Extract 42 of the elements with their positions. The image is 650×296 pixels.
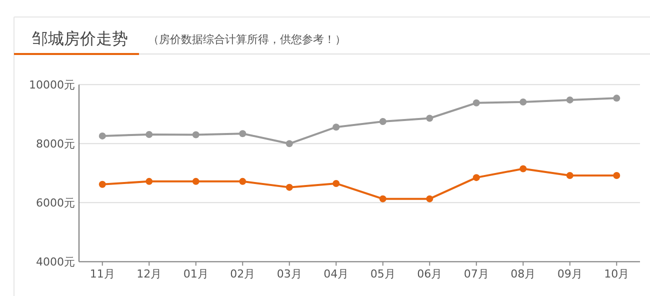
chart-title: 邹城房价走势: [32, 29, 128, 48]
point: [332, 180, 340, 187]
y-tick-label: 10000元: [29, 78, 75, 92]
y-tick-label: 6000元: [36, 196, 75, 210]
point: [472, 174, 480, 182]
x-tick-label: 06月: [417, 268, 442, 281]
point: [286, 140, 293, 148]
point: [332, 124, 340, 131]
x-tick-label: 07月: [464, 268, 489, 281]
point: [192, 131, 200, 138]
x-tick-label: 01月: [183, 268, 208, 281]
x-tick-label: 04月: [324, 268, 349, 281]
x-tick-label: 10月: [604, 268, 630, 281]
x-tick-label: 08月: [510, 268, 536, 281]
point: [613, 94, 620, 102]
x-tick-label: 05月: [370, 268, 396, 281]
point: [98, 180, 106, 188]
point: [286, 184, 293, 191]
point: [426, 114, 434, 122]
y-tick-label: 4000元: [36, 256, 75, 269]
x-tick-label: 11月: [90, 268, 115, 281]
point: [239, 130, 246, 138]
x-tick-label: 12月: [136, 268, 162, 281]
point: [239, 178, 246, 185]
point: [146, 130, 153, 138]
point: [566, 96, 574, 104]
point: [98, 132, 106, 140]
point: [426, 195, 434, 202]
y-tick-label: 8000元: [36, 138, 75, 151]
point: [379, 118, 386, 125]
point: [472, 99, 480, 106]
chart-subtitle: （房价数据综合计算所得，供您参考！）: [148, 33, 346, 46]
point: [146, 178, 153, 185]
point: [520, 165, 527, 172]
point: [613, 172, 620, 180]
x-tick-label: 03月: [276, 268, 302, 281]
point: [379, 195, 386, 202]
x-tick-label: 02月: [230, 268, 256, 281]
point: [566, 172, 574, 180]
x-tick-label: 09月: [557, 268, 582, 281]
point: [192, 178, 200, 185]
point: [520, 98, 527, 106]
